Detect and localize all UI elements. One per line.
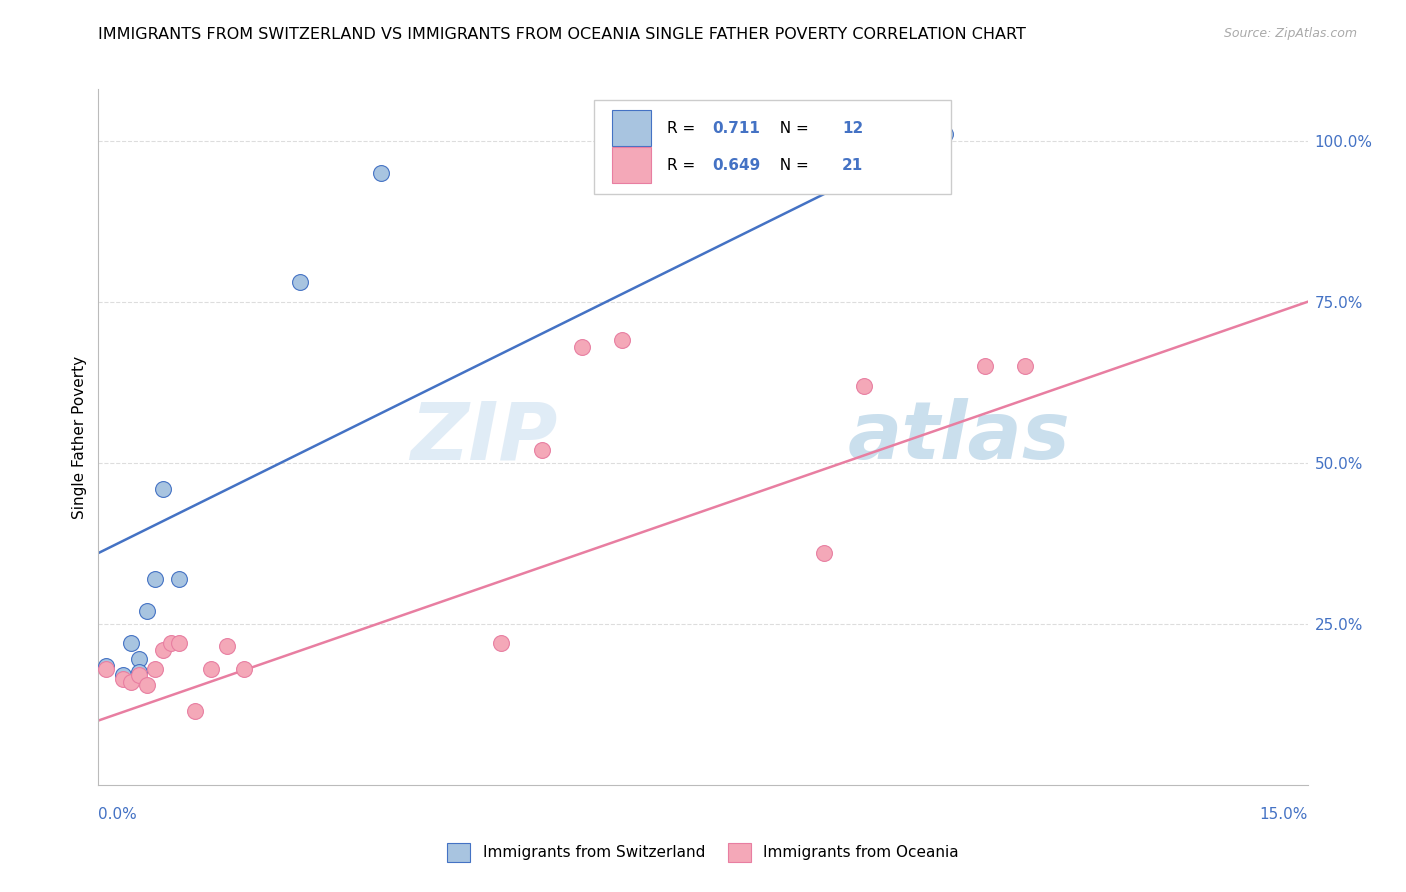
Point <box>184 704 207 718</box>
Point <box>853 378 876 392</box>
Point <box>143 662 166 676</box>
Point <box>160 636 183 650</box>
Text: 21: 21 <box>842 158 863 173</box>
Text: 0.649: 0.649 <box>713 158 761 173</box>
Text: Source: ZipAtlas.com: Source: ZipAtlas.com <box>1223 27 1357 40</box>
Legend: Immigrants from Switzerland, Immigrants from Oceania: Immigrants from Switzerland, Immigrants … <box>441 837 965 868</box>
Point <box>120 674 142 689</box>
Point <box>1014 359 1036 374</box>
Point <box>128 652 150 666</box>
Point <box>167 636 190 650</box>
Text: N =: N = <box>769 121 813 136</box>
Point <box>934 128 956 142</box>
Y-axis label: Single Father Poverty: Single Father Poverty <box>72 356 87 518</box>
FancyBboxPatch shape <box>613 147 651 183</box>
Point <box>491 636 513 650</box>
FancyBboxPatch shape <box>595 100 950 194</box>
Point <box>530 442 553 457</box>
Text: 12: 12 <box>842 121 863 136</box>
Point <box>128 668 150 682</box>
Text: 0.0%: 0.0% <box>98 807 138 822</box>
Point <box>571 340 593 354</box>
Point <box>128 665 150 680</box>
Point <box>200 662 222 676</box>
Point <box>288 276 311 290</box>
Point <box>111 668 134 682</box>
Point <box>120 636 142 650</box>
Text: R =: R = <box>666 121 700 136</box>
Text: 0.711: 0.711 <box>713 121 761 136</box>
Point <box>974 359 997 374</box>
Text: R =: R = <box>666 158 700 173</box>
Text: atlas: atlas <box>848 398 1071 476</box>
Point <box>813 546 835 560</box>
Point <box>232 662 254 676</box>
Text: ZIP: ZIP <box>411 398 558 476</box>
Point <box>96 662 118 676</box>
Text: IMMIGRANTS FROM SWITZERLAND VS IMMIGRANTS FROM OCEANIA SINGLE FATHER POVERTY COR: IMMIGRANTS FROM SWITZERLAND VS IMMIGRANT… <box>98 27 1026 42</box>
FancyBboxPatch shape <box>613 110 651 146</box>
Point <box>152 642 174 657</box>
Point <box>217 640 239 654</box>
Point <box>96 658 118 673</box>
Point <box>135 678 157 692</box>
Point <box>143 572 166 586</box>
Point <box>167 572 190 586</box>
Text: 15.0%: 15.0% <box>1260 807 1308 822</box>
Text: N =: N = <box>769 158 813 173</box>
Point <box>612 334 634 348</box>
Point <box>152 482 174 496</box>
Point <box>111 672 134 686</box>
Point <box>370 166 392 180</box>
Point <box>135 604 157 618</box>
